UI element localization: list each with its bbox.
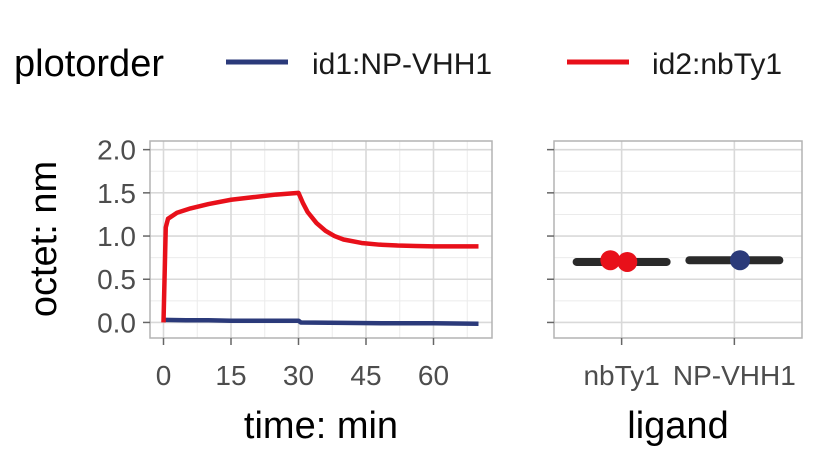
- ligand-point: [730, 250, 750, 271]
- right-x-tick-label: nbTy1: [583, 360, 659, 391]
- left-y-tick-label: 2.0: [97, 135, 136, 166]
- left-x-axis-title: time: min: [244, 405, 398, 447]
- left-x-tick-label: 30: [283, 360, 314, 391]
- right-marks: [572, 250, 784, 272]
- left-grid: [150, 141, 492, 338]
- left-x-tick-label: 60: [418, 360, 449, 391]
- right-x-axis-title: ligand: [627, 405, 728, 447]
- left-series: [161, 190, 479, 326]
- left-y-tick-label: 1.5: [97, 178, 136, 209]
- left-x-tick-label: 45: [350, 360, 381, 391]
- left-panel: 0.0 0.5 1.0 1.5 2.0 0 15 30 45 60 octet: nm time…: [23, 135, 493, 447]
- left-y-ticks: 0.0 0.5 1.0 1.5 2.0: [97, 135, 150, 338]
- left-x-ticks: 0 15 30 45 60: [156, 338, 449, 391]
- left-y-axis-title: octet: nm: [23, 161, 65, 317]
- left-panel-border: [149, 140, 493, 339]
- right-grid: [554, 141, 802, 338]
- legend-label-series-1: id1:NP-VHH1: [312, 48, 492, 81]
- right-x-tick-label: NP-VHH1: [673, 360, 796, 391]
- right-x-ticks: nbTy1 NP-VHH1: [583, 338, 796, 391]
- right-panel: nbTy1 NP-VHH1 ligand: [547, 140, 803, 447]
- series-line-1: [163, 317, 479, 326]
- left-x-tick-label: 0: [156, 360, 172, 391]
- legend-title: plotorder: [14, 43, 164, 85]
- right-y-ticks: [547, 148, 554, 324]
- left-x-tick-label: 15: [215, 360, 246, 391]
- right-panel-border: [553, 140, 803, 339]
- ligand-point: [617, 251, 638, 272]
- ligand-point: [600, 250, 621, 271]
- legend-label-series-2: id2:nbTy1: [652, 48, 782, 81]
- left-y-tick-label: 0.5: [97, 264, 136, 295]
- left-y-tick-label: 1.0: [97, 221, 136, 252]
- series-line-2: [161, 190, 479, 323]
- left-y-tick-label: 0.0: [97, 307, 136, 338]
- legend: plotorder id1:NP-VHH1 id2:nbTy1: [14, 43, 782, 85]
